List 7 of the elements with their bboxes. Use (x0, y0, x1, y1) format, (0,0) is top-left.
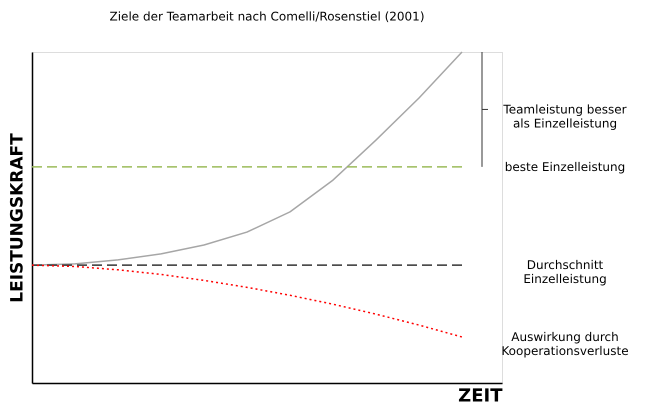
x-axis-title: ZEIT (458, 386, 504, 406)
text: Teamleistung besser als Einzelleistung (502, 102, 627, 130)
text: beste Einzelleistung (504, 160, 626, 174)
chart-title: Ziele der Teamarbeit nach Comelli/Rosenstiel (2001) (110, 9, 424, 24)
text: Durchschnitt Einzelleistung (523, 258, 607, 286)
text: Auswirkung durch Kooperationsverluste (501, 330, 629, 358)
y-axis-title: LEISTUNGSKRAFT (8, 132, 28, 303)
